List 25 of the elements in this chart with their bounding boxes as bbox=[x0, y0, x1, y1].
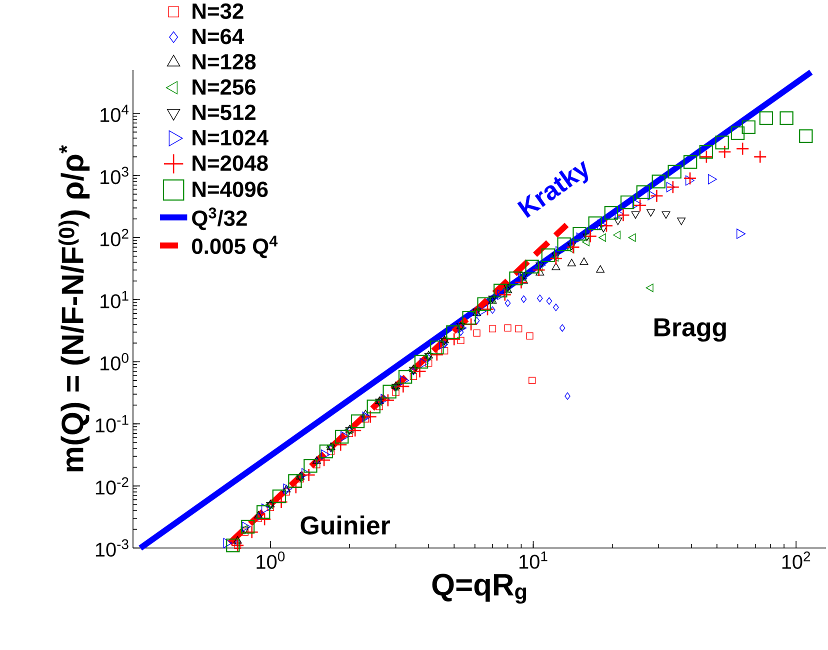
y-tick-label: 10$^{-3}$ bbox=[96, 539, 128, 557]
legend-label: 0.005 Q$^{4}$ bbox=[192, 236, 278, 258]
y-tick-label: 10$^{-2}$ bbox=[96, 477, 128, 495]
y-tick-label: 10$^{1}$ bbox=[100, 291, 128, 308]
legend-label: N=512 bbox=[192, 104, 256, 120]
legend-label: N=32 bbox=[192, 3, 244, 19]
legend-label: N=128 bbox=[192, 54, 256, 70]
x-tick-label: 10$^{2}$ bbox=[782, 552, 810, 569]
x-tick-label: 10$^{0}$ bbox=[256, 552, 285, 569]
legend-label: N=64 bbox=[192, 28, 244, 44]
y-axis-title: m(Q) = (N/F-N/F$^{(0)}$) ρ/ρ$^{*}$ bbox=[58, 145, 90, 472]
y-tick-label: 10$^{-1}$ bbox=[96, 415, 128, 432]
legend-label: N=2048 bbox=[192, 155, 268, 171]
x-axis-title: Q=qR$_{g}$ bbox=[432, 574, 526, 604]
legend-label: N=256 bbox=[192, 79, 256, 95]
y-tick-label: 10$^{2}$ bbox=[100, 228, 128, 246]
y-tick-label: 10$^{4}$ bbox=[100, 104, 129, 122]
legend-label: Q$^{3}$/32 bbox=[192, 208, 247, 230]
legend-label: N=4096 bbox=[192, 182, 268, 198]
annotation: Bragg bbox=[654, 318, 726, 342]
annotation: Guinier bbox=[300, 516, 390, 535]
y-tick-label: 10$^{0}$ bbox=[100, 353, 128, 370]
y-tick-label: 10$^{3}$ bbox=[100, 166, 128, 184]
x-tick-label: 10$^{1}$ bbox=[520, 552, 548, 569]
legend-label: N=1024 bbox=[192, 130, 268, 146]
